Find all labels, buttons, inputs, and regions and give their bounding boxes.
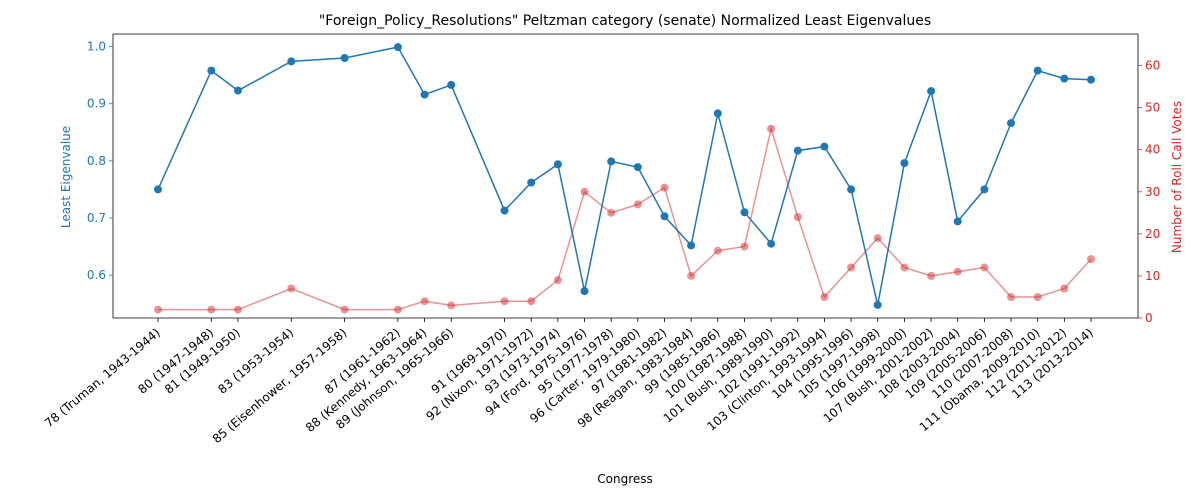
- data-point-least-eigenvalue: [340, 54, 349, 62]
- data-point-roll-call-votes: [953, 267, 962, 276]
- data-point-least-eigenvalue: [927, 87, 936, 96]
- data-point-roll-call-votes: [927, 271, 936, 280]
- y-right-tick-label: 0: [1145, 311, 1153, 325]
- y-left-tick-label: 0.8: [87, 154, 106, 168]
- data-point-roll-call-votes: [660, 183, 669, 192]
- data-point-roll-call-votes: [207, 305, 216, 314]
- data-point-least-eigenvalue: [847, 185, 856, 194]
- data-point-roll-call-votes: [980, 263, 989, 272]
- data-point-roll-call-votes: [847, 263, 856, 272]
- data-point-roll-call-votes: [633, 200, 642, 209]
- data-point-least-eigenvalue: [420, 90, 429, 99]
- data-point-roll-call-votes: [767, 124, 776, 133]
- data-point-least-eigenvalue: [607, 157, 616, 166]
- data-point-least-eigenvalue: [687, 241, 696, 250]
- data-point-roll-call-votes: [873, 234, 882, 243]
- data-point-least-eigenvalue: [713, 109, 722, 118]
- y-right-tick-label: 10: [1145, 269, 1160, 283]
- data-point-roll-call-votes: [527, 297, 536, 306]
- data-point-least-eigenvalue: [393, 43, 402, 52]
- data-point-least-eigenvalue: [873, 300, 882, 309]
- series-line-least-eigenvalue: [157, 46, 1092, 306]
- data-point-roll-call-votes: [820, 293, 829, 301]
- data-point-roll-call-votes: [340, 305, 349, 314]
- data-point-least-eigenvalue: [207, 66, 216, 75]
- y-left-tick-label: 0.9: [87, 97, 106, 111]
- data-point-roll-call-votes: [740, 242, 749, 251]
- y-axis-right-label: Number of Roll Call Votes: [1170, 101, 1184, 253]
- x-axis-label: Congress: [597, 472, 653, 486]
- data-point-least-eigenvalue: [580, 287, 589, 296]
- data-point-least-eigenvalue: [287, 57, 296, 66]
- data-point-roll-call-votes: [607, 208, 616, 217]
- data-point-roll-call-votes: [687, 271, 696, 280]
- data-point-least-eigenvalue: [740, 208, 749, 217]
- y-left-tick-label: 0.6: [87, 268, 106, 282]
- data-point-least-eigenvalue: [793, 146, 802, 155]
- data-point-least-eigenvalue: [1060, 74, 1069, 83]
- data-point-roll-call-votes: [1033, 293, 1042, 301]
- data-point-least-eigenvalue: [234, 86, 242, 95]
- plot-area: [154, 43, 1095, 314]
- data-point-least-eigenvalue: [447, 80, 456, 89]
- data-point-least-eigenvalue: [820, 142, 829, 151]
- data-point-roll-call-votes: [500, 297, 509, 306]
- data-point-roll-call-votes: [580, 187, 589, 196]
- data-point-roll-call-votes: [447, 301, 456, 310]
- data-point-roll-call-votes: [420, 297, 429, 306]
- chart-title: "Foreign_Policy_Resolutions" Peltzman ca…: [319, 13, 931, 29]
- y-right-tick-label: 40: [1145, 143, 1160, 157]
- y-right-tick-label: 60: [1145, 59, 1160, 73]
- data-point-roll-call-votes: [553, 276, 562, 285]
- data-point-least-eigenvalue: [154, 185, 162, 194]
- data-point-least-eigenvalue: [1033, 66, 1042, 75]
- y-left-tick-label: 1.0: [87, 40, 106, 54]
- y-axis-left-label: Least Eigenvalue: [59, 126, 73, 228]
- series-line-roll-call-votes: [158, 125, 1092, 311]
- data-point-least-eigenvalue: [767, 239, 776, 248]
- data-point-least-eigenvalue: [660, 212, 669, 221]
- y-right-tick-label: 30: [1145, 185, 1160, 199]
- data-point-roll-call-votes: [1060, 284, 1069, 293]
- data-point-roll-call-votes: [1087, 255, 1095, 264]
- data-point-roll-call-votes: [154, 305, 162, 314]
- data-point-least-eigenvalue: [980, 185, 989, 194]
- y-left-tick-label: 0.7: [87, 211, 106, 225]
- data-point-least-eigenvalue: [1007, 119, 1015, 128]
- data-point-roll-call-votes: [393, 305, 402, 314]
- data-point-roll-call-votes: [713, 246, 722, 255]
- data-point-least-eigenvalue: [527, 178, 536, 187]
- data-point-least-eigenvalue: [553, 160, 562, 169]
- data-point-roll-call-votes: [900, 263, 909, 272]
- y-right-tick-label: 20: [1145, 227, 1160, 241]
- data-point-roll-call-votes: [1007, 293, 1015, 301]
- data-point-least-eigenvalue: [900, 159, 909, 168]
- data-point-roll-call-votes: [234, 305, 242, 314]
- y-right-tick-label: 50: [1145, 101, 1160, 115]
- data-point-roll-call-votes: [287, 284, 296, 293]
- data-point-least-eigenvalue: [953, 217, 962, 226]
- data-point-least-eigenvalue: [633, 163, 642, 172]
- data-point-roll-call-votes: [793, 213, 802, 221]
- data-point-least-eigenvalue: [1087, 75, 1095, 84]
- data-point-least-eigenvalue: [500, 206, 509, 215]
